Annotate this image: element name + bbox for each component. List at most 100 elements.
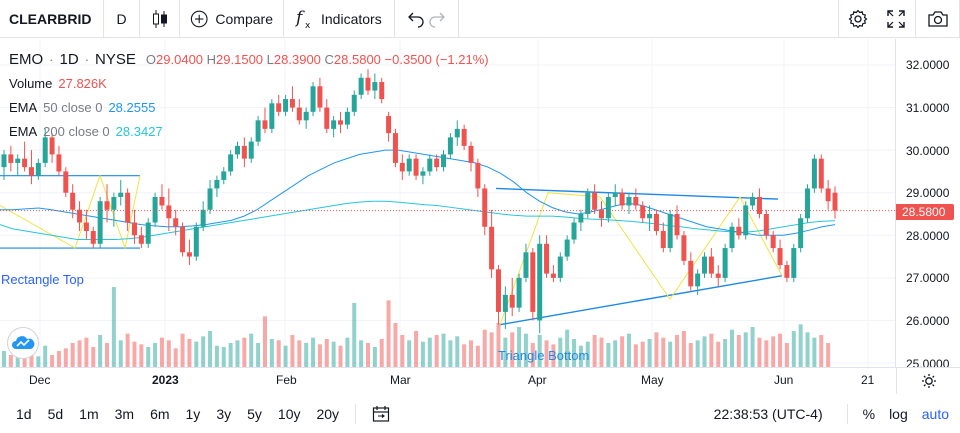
clock-timezone[interactable]: 22:38:53 (UTC-4) (713, 406, 823, 422)
candle-body (22, 158, 28, 168)
price-chart[interactable] (0, 39, 895, 367)
candle-body (667, 214, 673, 249)
volume-bar (139, 344, 144, 367)
range-1y[interactable]: 1y (185, 406, 201, 422)
symbol-search-button[interactable]: CLEARBRID (0, 0, 104, 37)
price-tick: 32.0000 (906, 58, 950, 72)
triangle-lower-line (499, 275, 783, 326)
candle-body (626, 196, 632, 206)
candle-body (454, 128, 460, 138)
candle-body (180, 226, 186, 253)
range-5d[interactable]: 5d (47, 406, 64, 422)
volume-bar (523, 333, 528, 367)
candle-body (729, 226, 735, 249)
volume-bar (414, 331, 419, 367)
volume-bar (105, 343, 110, 367)
indicators-button[interactable]: f x Indicators (284, 0, 395, 37)
candle-body (509, 294, 515, 308)
legend-ema50-row[interactable]: EMA 50 close 0 28.2555 (9, 96, 489, 120)
volume-bar (91, 347, 96, 367)
settings-button[interactable] (839, 0, 877, 37)
legend-series-row: EMO · 1D · NYSE O29.0400 H29.1500 L28.39… (9, 48, 489, 72)
goto-date-button[interactable] (364, 405, 398, 423)
open-value: 29.0400 (156, 52, 204, 67)
volume-bar (654, 332, 659, 367)
volume-bar (208, 331, 213, 367)
close-label: C (324, 52, 334, 67)
auto-toggle[interactable]: auto (921, 406, 949, 422)
range-20y[interactable]: 20y (316, 406, 340, 422)
sun-gear-icon (921, 374, 936, 388)
volume-bar (551, 344, 556, 367)
volume-bar (729, 329, 734, 367)
range-5y[interactable]: 5y (247, 406, 262, 422)
cloud-logo-icon (12, 336, 35, 349)
fullscreen-button[interactable] (877, 0, 915, 37)
range-1d[interactable]: 1d (16, 406, 32, 422)
log-toggle[interactable]: log (889, 406, 908, 422)
price-tick: 31.0000 (906, 101, 950, 115)
time-tick: 21 (861, 373, 875, 387)
candle-body (276, 103, 282, 112)
volume-bar (716, 341, 721, 367)
volume-bar (2, 351, 6, 367)
candle-body (344, 111, 350, 125)
volume-bar (640, 341, 645, 367)
volume-bar (324, 339, 329, 367)
candle-body (633, 196, 639, 206)
interval-button[interactable]: D (104, 0, 140, 37)
chart-type-button[interactable] (140, 0, 180, 37)
candle-body (653, 214, 659, 232)
range-3m[interactable]: 3m (114, 406, 135, 422)
time-axis[interactable]: Dec 2023 Feb Mar Apr May Jun 21 (0, 367, 960, 394)
range-3y[interactable]: 3y (216, 406, 232, 422)
screenshot-button[interactable] (915, 0, 960, 37)
candle-body (15, 158, 21, 163)
candle-body (42, 137, 48, 163)
candle-body (365, 77, 371, 91)
candle-body (269, 103, 275, 129)
volume-bar (462, 344, 467, 367)
candle-body (585, 192, 591, 214)
volume-bar (489, 332, 494, 367)
redo-icon[interactable] (429, 10, 447, 28)
volume-bar (434, 335, 439, 367)
candle-body (763, 214, 769, 236)
percent-toggle[interactable]: % (862, 406, 876, 422)
range-1m[interactable]: 1m (79, 406, 99, 422)
range-10y[interactable]: 10y (277, 406, 301, 422)
broker-logo[interactable] (7, 327, 39, 359)
volume-bar (750, 327, 755, 367)
candle-body (805, 188, 811, 219)
compare-button[interactable]: Compare (180, 0, 284, 37)
candle-body (338, 120, 344, 125)
axis-settings-button[interactable] (896, 368, 960, 394)
range-6m[interactable]: 6m (150, 406, 170, 422)
volume-bar (201, 336, 206, 367)
volume-bar (372, 347, 377, 367)
legend-symbol[interactable]: EMO (9, 51, 44, 68)
volume-bar (702, 336, 707, 367)
legend-ema200-row[interactable]: EMA 200 close 0 28.3427 (9, 120, 489, 144)
candle-body (550, 273, 556, 278)
undo-icon[interactable] (406, 10, 424, 28)
time-tick: 2023 (152, 373, 179, 387)
volume-bar (262, 316, 267, 367)
volume-bar (606, 343, 611, 367)
legend-volume-row[interactable]: Volume 27.826K (9, 72, 489, 96)
candle-body (49, 137, 55, 155)
rectangle-top-label[interactable]: Rectangle Top (1, 272, 84, 287)
candle-body (598, 209, 604, 219)
candle-body (83, 222, 89, 232)
candle-body (447, 137, 453, 155)
price-scale[interactable]: 32.0000 31.0000 30.0000 29.0000 28.0000 … (895, 39, 960, 371)
low-value: 28.3900 (273, 52, 321, 67)
volume-bar (647, 339, 652, 367)
volume-bar (317, 344, 322, 367)
candle-body (77, 209, 83, 223)
candle-body (832, 192, 838, 211)
chart-pane[interactable]: EMO · 1D · NYSE O29.0400 H29.1500 L28.39… (0, 39, 960, 371)
candle-body (784, 265, 790, 278)
volume-bar (256, 343, 261, 367)
triangle-bottom-label[interactable]: Triangle Bottom (498, 348, 590, 363)
